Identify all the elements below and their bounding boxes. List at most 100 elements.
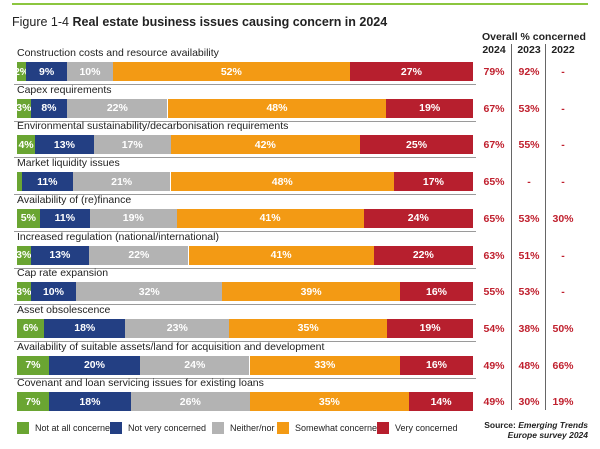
overall-value: 30%: [552, 212, 574, 225]
legend-not-at-all: Not at all concerned: [17, 422, 115, 434]
bar-segment: 23%: [125, 318, 230, 338]
overall-value: -: [561, 102, 565, 115]
row-divider: [14, 120, 476, 122]
legend-somewhat: Somewhat concerned: [277, 422, 382, 434]
bar-segment: 27%: [349, 62, 473, 81]
bar-segment: 22%: [67, 98, 168, 118]
legend-neither: Neither/nor: [212, 422, 275, 434]
row-divider: [14, 340, 476, 342]
bar-segment: 14%: [409, 392, 473, 412]
category-label: Capex requirements: [17, 83, 112, 96]
category-label: Cap rate expansion: [17, 267, 109, 280]
overall-value: 55%: [518, 139, 540, 152]
bar-segment: 48%: [167, 98, 387, 118]
bar-segment: 3%: [17, 282, 31, 302]
category-label: Asset obsolescence: [17, 303, 111, 316]
bar-segment: [17, 172, 22, 192]
overall-value: 51%: [518, 249, 540, 262]
bar-segment: 22%: [89, 245, 189, 265]
overall-value: 67%: [483, 139, 505, 152]
bar-segment: 11%: [21, 172, 73, 192]
year-header-2024: 2024: [482, 44, 506, 56]
bar-segment: 4%: [17, 135, 36, 155]
category-label: Environmental sustainability/decarbonisa…: [17, 120, 289, 133]
bar-segment: 41%: [188, 245, 374, 265]
overall-value: -: [561, 66, 565, 78]
bar-segment: 20%: [48, 355, 141, 375]
bar-segment: 19%: [90, 208, 177, 228]
overall-value: -: [561, 176, 565, 189]
bar-segment: 18%: [44, 318, 126, 338]
overall-value: 53%: [518, 286, 540, 299]
bar-segment: 9%: [26, 62, 68, 81]
overall-value: 65%: [483, 176, 505, 189]
overall-value: 19%: [552, 396, 574, 409]
bar-segment: 3%: [17, 98, 31, 118]
category-label: Increased regulation (national/internati…: [17, 230, 219, 243]
year-header-2022: 2022: [551, 44, 575, 56]
bar-segment: 2%: [17, 62, 27, 81]
row-divider: [14, 267, 476, 269]
overall-value: 30%: [518, 396, 540, 409]
legend-label-not-at-all: Not at all concerned: [35, 423, 116, 433]
bar-segment: 39%: [222, 282, 400, 302]
bar-segment: 32%: [76, 282, 223, 302]
row-divider: [14, 304, 476, 306]
overall-value: 79%: [483, 66, 505, 78]
overall-value: 55%: [483, 286, 505, 299]
legend-not-very: Not very concerned: [110, 422, 206, 434]
figure-number: Figure 1-4: [12, 15, 69, 29]
bar-segment: 17%: [93, 135, 171, 155]
source-line-2: Europe survey 2024: [507, 430, 588, 440]
bar-segment: 3%: [17, 245, 31, 265]
bar-segment: 13%: [30, 245, 90, 265]
overall-value: 49%: [483, 359, 505, 372]
legend-label-very: Very concerned: [395, 423, 458, 433]
category-label: Availability of suitable assets/land for…: [17, 340, 325, 353]
chart-title: Figure 1-4 Real estate business issues c…: [12, 15, 387, 29]
legend-label-neither: Neither/nor: [230, 423, 275, 433]
row-divider: [14, 230, 476, 232]
bar-segment: 41%: [176, 208, 364, 228]
overall-value: 65%: [483, 212, 505, 225]
bar-segment: 7%: [17, 355, 49, 375]
overall-value: 50%: [552, 322, 574, 335]
column-divider-1: [511, 44, 512, 410]
source-note: Source: Emerging Trends Europe survey 20…: [484, 420, 588, 440]
overall-value: 92%: [518, 66, 540, 78]
row-divider: [14, 194, 476, 196]
bar-segment: 10%: [30, 282, 77, 302]
overall-value: 53%: [518, 102, 540, 115]
category-label: Availability of (re)finance: [17, 193, 132, 206]
bar-segment: 26%: [131, 392, 250, 412]
bar-segment: 25%: [360, 135, 473, 155]
bar-segment: 22%: [373, 245, 473, 265]
overall-header: Overall % concerned: [482, 31, 586, 43]
overall-value: -: [527, 176, 531, 189]
source-label: Source:: [484, 420, 516, 430]
legend-swatch-somewhat: [277, 422, 289, 434]
bar-segment: 19%: [387, 318, 473, 338]
legend-swatch-neither: [212, 422, 224, 434]
row-divider: [14, 377, 476, 379]
row-divider: [14, 84, 476, 85]
source-line-1: Emerging Trends: [518, 420, 588, 430]
legend-swatch-not-at-all: [17, 422, 29, 434]
bar-segment: 52%: [112, 62, 350, 81]
bar-segment: 13%: [35, 135, 94, 155]
bar-segment: 48%: [170, 172, 394, 192]
overall-value: 48%: [518, 359, 540, 372]
bar-segment: 6%: [17, 318, 45, 338]
bar-segment: 7%: [17, 392, 49, 412]
bar-segment: 35%: [249, 392, 410, 412]
overall-value: -: [561, 249, 565, 262]
overall-value: 54%: [483, 322, 505, 335]
overall-value: 63%: [483, 249, 505, 262]
overall-value: 53%: [518, 212, 540, 225]
bar-segment: 21%: [72, 172, 171, 192]
legend-swatch-not-very: [110, 422, 122, 434]
bar-segment: 19%: [386, 98, 473, 118]
bar-segment: 35%: [229, 318, 388, 338]
overall-value: 49%: [483, 396, 505, 409]
bar-segment: 16%: [400, 355, 473, 375]
